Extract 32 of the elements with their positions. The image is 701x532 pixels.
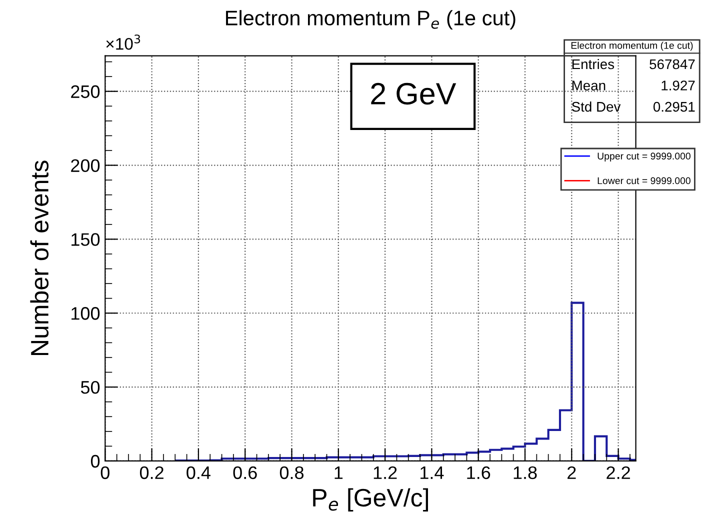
x-tick-label: 0.2	[140, 466, 164, 480]
text: 0.2951	[653, 102, 695, 112]
text: Electron momentum (1e cut)	[571, 42, 693, 51]
text: 1.927	[662, 80, 695, 90]
y-axis-title: Number of events	[30, 160, 49, 356]
x-tick-label: 0.4	[186, 466, 210, 480]
y-tick-label: 0	[90, 454, 100, 468]
legend-label: Lower cut = 9999.000	[598, 177, 690, 184]
annotation: Std Dev	[572, 102, 621, 112]
x-axis-title: P$_{e}$ [GeV/c]	[313, 488, 428, 512]
y-tick-label: 250	[71, 85, 100, 98]
legend-label: Upper cut = 9999.000	[598, 152, 690, 162]
y-tick-label: 100	[72, 307, 100, 320]
x-tick-label: 1.6	[467, 466, 490, 480]
x-tick-label: 0.6	[233, 466, 257, 480]
text: 567847	[650, 59, 695, 70]
x-tick-label: 1.4	[420, 466, 444, 479]
chart-title: Electron momentum P$_{e}$ (1e cut)	[226, 10, 516, 30]
y-tick-label: 200	[71, 159, 100, 172]
x-tick-label: 0.8	[280, 466, 304, 480]
annotation: Entries	[572, 58, 614, 70]
y-tick-label: 50	[80, 380, 100, 394]
x-tick-label: 0	[100, 466, 110, 480]
x-tick-label: 2	[568, 466, 576, 479]
text: ×10$^{3}$	[106, 34, 140, 50]
annotation: Mean	[572, 80, 606, 90]
x-tick-label: 2.2	[606, 466, 630, 479]
y-tick-label: 150	[72, 233, 100, 246]
x-tick-label: 1.8	[514, 466, 537, 480]
x-tick-label: 1	[334, 466, 343, 479]
x-tick-label: 1.2	[374, 466, 397, 479]
annotation: 2 GeV	[371, 82, 456, 105]
